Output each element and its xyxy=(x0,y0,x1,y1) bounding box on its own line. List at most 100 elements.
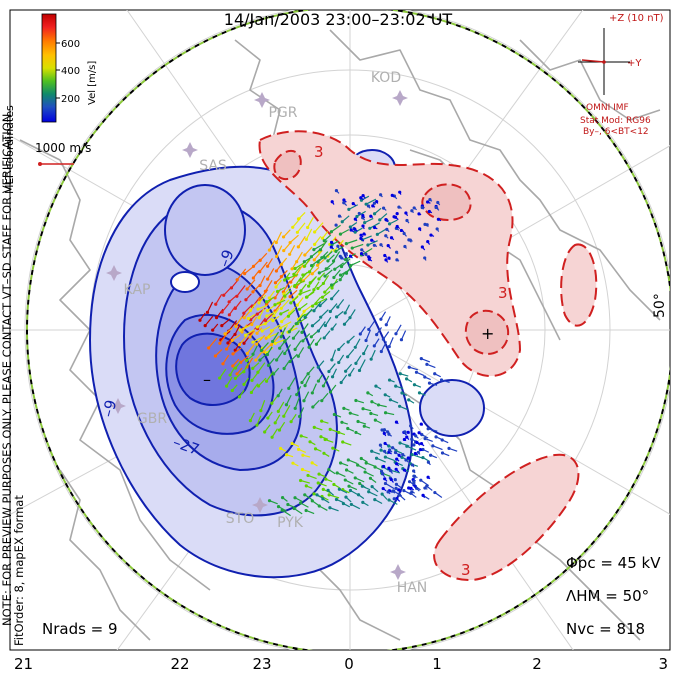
velocity-vector-origin xyxy=(412,206,416,210)
velocity-vector-origin xyxy=(259,348,263,353)
velocity-vector-origin xyxy=(214,316,219,320)
velocity-vector-origin xyxy=(274,269,279,273)
station-label-pgr: PGR xyxy=(268,105,297,121)
velocity-vector-origin xyxy=(207,346,211,350)
velocity-vector-origin xyxy=(418,447,422,452)
velocity-vector-origin xyxy=(417,212,421,216)
velocity-vector-origin xyxy=(273,303,277,307)
velocity-vector-origin xyxy=(383,441,387,446)
velocity-vector xyxy=(319,267,331,274)
velocity-vector-origin xyxy=(218,376,222,380)
velocity-vector-origin xyxy=(234,324,238,329)
velocity-vector-origin xyxy=(296,217,301,221)
velocity-vector-origin xyxy=(245,358,249,363)
station-star-icon xyxy=(390,564,406,580)
velocity-vector-origin xyxy=(347,484,351,488)
velocity-vector-origin xyxy=(320,236,325,240)
velocity-vector xyxy=(304,246,313,256)
velocity-vector-origin xyxy=(279,262,284,266)
velocity-vector xyxy=(311,258,321,267)
velocity-vector-origin xyxy=(300,467,305,472)
velocity-vector-origin xyxy=(310,324,315,328)
velocity-vector-origin xyxy=(420,245,424,249)
velocity-vector xyxy=(329,303,338,312)
velocity-vector-origin xyxy=(413,451,417,456)
velocity-vector-origin xyxy=(370,400,374,404)
velocity-vector-origin xyxy=(386,430,390,434)
velocity-vector-origin xyxy=(323,437,327,442)
velocity-vector-origin xyxy=(344,468,349,472)
velocity-vector-origin xyxy=(344,252,348,256)
velocity-vector xyxy=(319,240,328,251)
velocity-vector xyxy=(227,334,235,344)
velocity-vector-origin xyxy=(426,475,430,479)
velocity-vector xyxy=(226,376,233,387)
velocity-vector-origin xyxy=(336,305,340,309)
velocity-vector xyxy=(235,316,243,327)
velocity-vector-origin xyxy=(310,499,314,503)
velocity-vector xyxy=(252,336,263,343)
velocity-vector-origin xyxy=(313,230,317,234)
velocity-vector xyxy=(288,377,296,389)
velocity-vector xyxy=(275,231,282,243)
velocity-vector-origin xyxy=(266,277,270,281)
velocity-vector-origin xyxy=(337,214,342,218)
velocity-vector-origin xyxy=(275,358,279,362)
velocity-vector-origin xyxy=(230,388,234,393)
velocity-vector-origin xyxy=(379,317,383,321)
velocity-vector-origin xyxy=(228,373,232,377)
velocity-vector-origin xyxy=(329,245,333,249)
velocity-vector xyxy=(328,363,336,372)
imf-dial: +Z (10 nT) +Y OMNI IMF Stat Mod: RG96 By… xyxy=(578,13,664,137)
velocity-vector-origin xyxy=(254,358,258,362)
velocity-vector-origin xyxy=(251,290,255,294)
velocity-vector-origin xyxy=(322,239,326,243)
velocity-vector xyxy=(311,383,317,394)
velocity-vector-origin xyxy=(381,337,385,341)
velocity-vector-origin xyxy=(280,496,285,500)
velocity-vector-origin xyxy=(388,398,392,402)
velocity-vector-origin xyxy=(414,370,419,374)
velocity-vector-origin xyxy=(259,409,263,413)
velocity-vector-origin xyxy=(405,435,409,439)
velocity-vector xyxy=(354,338,361,348)
velocity-vector-origin xyxy=(250,378,254,382)
velocity-vector-origin xyxy=(213,354,218,358)
velocity-vector xyxy=(294,262,305,269)
velocity-vector-origin xyxy=(375,199,379,204)
velocity-vector-origin xyxy=(401,453,405,457)
velocity-vector-origin xyxy=(389,477,393,482)
velocity-vector-origin xyxy=(394,482,399,486)
velocity-vector xyxy=(297,236,306,248)
velocity-vector-origin xyxy=(386,244,390,248)
velocity-vector xyxy=(221,303,230,313)
velocity-vector-origin xyxy=(313,242,317,247)
velocity-vector-origin xyxy=(255,331,259,335)
velocity-vector-origin xyxy=(394,486,398,490)
velocity-vector-origin xyxy=(288,359,292,364)
velocity-vector-origin xyxy=(284,453,289,457)
velocity-vector-origin xyxy=(311,405,315,409)
velocity-vector-origin xyxy=(439,378,444,382)
velocity-vector-origin xyxy=(280,508,284,512)
velocity-vector-origin xyxy=(406,430,410,434)
velocity-vector-origin xyxy=(370,238,374,242)
velocity-vector-origin xyxy=(400,391,404,395)
velocity-vector-origin xyxy=(407,238,411,242)
velocity-vector-origin xyxy=(387,344,391,349)
velocity-vector xyxy=(293,266,301,275)
velocity-vector-origin xyxy=(312,288,316,292)
velocity-vector xyxy=(281,509,291,517)
velocity-vector-origin xyxy=(387,432,391,436)
velocity-vector-origin xyxy=(297,414,302,419)
velocity-vector-origin xyxy=(277,428,282,432)
velocity-vector-origin xyxy=(346,340,350,344)
velocity-vector-origin xyxy=(274,240,278,245)
velocity-vector-origin xyxy=(394,467,398,471)
velocity-vector-origin xyxy=(262,350,266,354)
colorbar-label: Vel [m/s] xyxy=(87,61,98,105)
velocity-vector-origin xyxy=(371,204,375,208)
velocity-vector-origin xyxy=(303,264,307,268)
station-star-icon xyxy=(252,497,268,513)
velocity-vector-origin xyxy=(390,193,394,197)
